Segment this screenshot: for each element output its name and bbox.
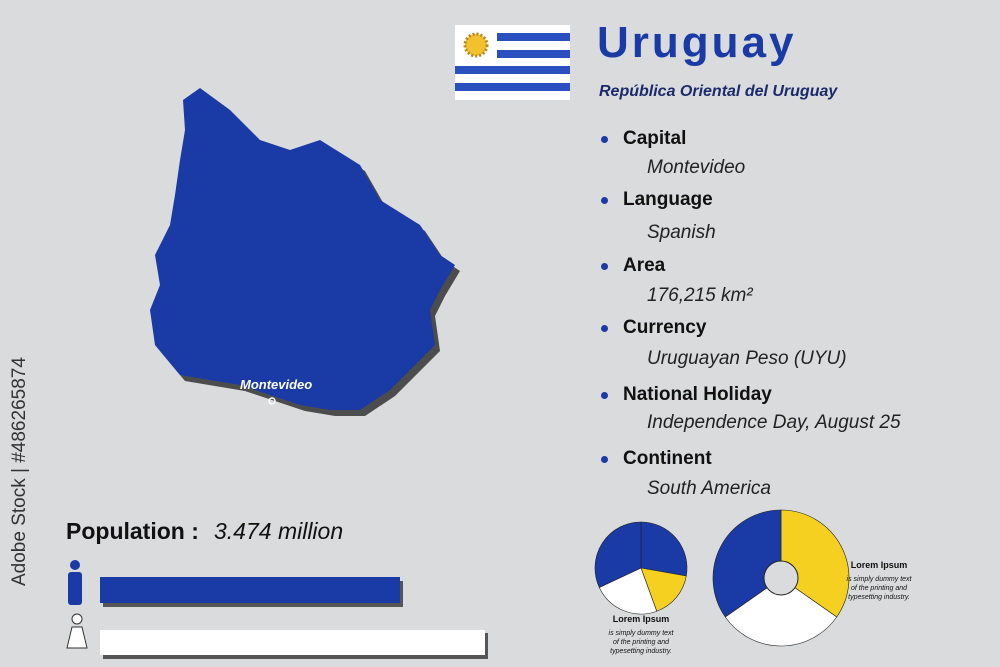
bullet bbox=[601, 392, 608, 399]
pie-text: typesetting industry. bbox=[610, 648, 672, 655]
fact-value: South America bbox=[647, 478, 771, 499]
pie-slice bbox=[724, 577, 838, 647]
male-icon bbox=[68, 560, 82, 605]
pie-slice bbox=[640, 521, 688, 577]
stock-id: Adobe Stock | #486265874 bbox=[9, 357, 30, 586]
pie-text: is simply dummy text bbox=[846, 576, 912, 583]
female-bar bbox=[100, 630, 485, 655]
fact-label: National Holiday bbox=[623, 384, 772, 405]
pie-title: Lorem Ipsum bbox=[612, 614, 670, 624]
title: Uruguay bbox=[597, 18, 797, 67]
fact-label: Language bbox=[623, 189, 713, 210]
pie-text: of the printing and bbox=[612, 639, 670, 646]
fact-label: Capital bbox=[623, 128, 687, 149]
bullet bbox=[601, 456, 608, 463]
female-icon bbox=[66, 613, 88, 649]
pie-slice bbox=[640, 567, 687, 612]
fact-value: Uruguayan Peso (UYU) bbox=[647, 348, 847, 369]
bullet bbox=[601, 136, 608, 143]
fact-value: Spanish bbox=[647, 222, 716, 243]
pie-title: Lorem Ipsum bbox=[850, 560, 908, 570]
pie-slice bbox=[780, 509, 850, 618]
pie-slice bbox=[712, 509, 782, 618]
fact-value: Independence Day, August 25 bbox=[647, 412, 901, 433]
fact-value: 176,215 km² bbox=[647, 285, 753, 306]
fact-value: Montevideo bbox=[647, 157, 746, 178]
pie-slice bbox=[594, 521, 642, 588]
city-label: Montevideo bbox=[240, 377, 313, 392]
fact-label: Currency bbox=[623, 317, 707, 338]
bullet bbox=[601, 197, 608, 204]
male-bar bbox=[100, 577, 400, 603]
pie-text: typesetting industry. bbox=[848, 594, 910, 601]
city-pin bbox=[268, 397, 276, 405]
bullet bbox=[601, 325, 608, 332]
population-value: 3.474 million bbox=[214, 518, 344, 544]
fact-label: Continent bbox=[623, 448, 712, 469]
flag bbox=[455, 25, 570, 100]
bullet bbox=[601, 263, 608, 270]
pie-text: is simply dummy text bbox=[608, 630, 674, 637]
donut-hole bbox=[763, 560, 799, 596]
subtitle: República Oriental del Uruguay bbox=[599, 83, 838, 100]
population-label: Population : bbox=[66, 518, 199, 544]
map bbox=[150, 88, 455, 410]
pie-slice bbox=[598, 567, 658, 615]
fact-label: Area bbox=[623, 255, 666, 276]
pie-text: of the printing and bbox=[850, 585, 908, 592]
